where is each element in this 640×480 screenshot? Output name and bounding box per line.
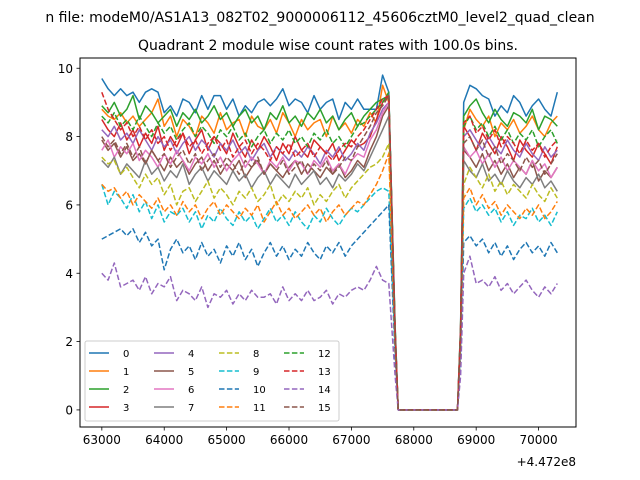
- x-axis-offset-label: +4.472e8: [517, 455, 576, 469]
- x-tick-label: 66000: [270, 433, 308, 447]
- legend-label-6: 6: [188, 385, 194, 396]
- series-line-2: [101, 94, 558, 411]
- y-tick-label: 4: [65, 267, 73, 281]
- x-tick-label: 68000: [395, 433, 433, 447]
- y-axis: 0 2 4 6 8 10: [58, 62, 80, 417]
- series-line-15: [101, 94, 558, 411]
- legend-label-13: 13: [318, 367, 331, 378]
- y-tick-label: 10: [58, 62, 73, 76]
- x-axis: 63000 64000 65000 66000 67000 68000 69000 70000: [83, 427, 558, 447]
- plot-lines: [101, 74, 559, 411]
- legend-label-2: 2: [123, 385, 129, 396]
- x-tick-label: 63000: [83, 433, 121, 447]
- legend-label-3: 3: [123, 403, 129, 414]
- x-tick-label: 70000: [519, 433, 557, 447]
- legend-label-0: 0: [123, 349, 129, 360]
- legend-label-7: 7: [188, 403, 194, 414]
- series-line-7: [101, 115, 558, 411]
- x-tick-label: 69000: [457, 433, 495, 447]
- figure-suptitle: n file: modeM0/AS1A13_082T02_9000006112_…: [45, 10, 594, 26]
- series-line-13: [101, 91, 558, 411]
- legend-label-12: 12: [318, 349, 331, 360]
- series-line-9: [101, 184, 558, 411]
- plot-area-frame: [79, 57, 577, 428]
- legend-label-8: 8: [253, 349, 259, 360]
- legend-label-10: 10: [253, 385, 266, 396]
- legend-label-9: 9: [253, 367, 259, 378]
- chart-title: Quadrant 2 module wise count rates with …: [138, 38, 518, 54]
- series-line-14: [101, 255, 558, 411]
- series-line-10: [101, 204, 558, 411]
- series-line-5: [101, 105, 558, 411]
- series-line-11: [101, 152, 558, 411]
- legend-frame: [84, 340, 340, 422]
- legend-label-11: 11: [253, 403, 266, 414]
- series-line-4: [101, 101, 558, 411]
- x-tick-label: 65000: [208, 433, 246, 447]
- x-tick-label: 64000: [145, 433, 183, 447]
- y-tick-label: 8: [65, 130, 73, 144]
- y-tick-label: 6: [65, 198, 73, 212]
- legend-label-15: 15: [318, 403, 331, 414]
- legend-label-4: 4: [188, 349, 194, 360]
- series-line-12: [101, 91, 558, 411]
- y-tick-label: 0: [65, 403, 73, 417]
- x-tick-label: 67000: [332, 433, 370, 447]
- series-line-8: [101, 142, 558, 411]
- legend-label-1: 1: [123, 367, 129, 378]
- series-line-0: [101, 74, 559, 411]
- series-line-6: [101, 101, 558, 411]
- legend-label-14: 14: [318, 385, 331, 396]
- y-tick-label: 2: [65, 335, 73, 349]
- legend-label-5: 5: [188, 367, 194, 378]
